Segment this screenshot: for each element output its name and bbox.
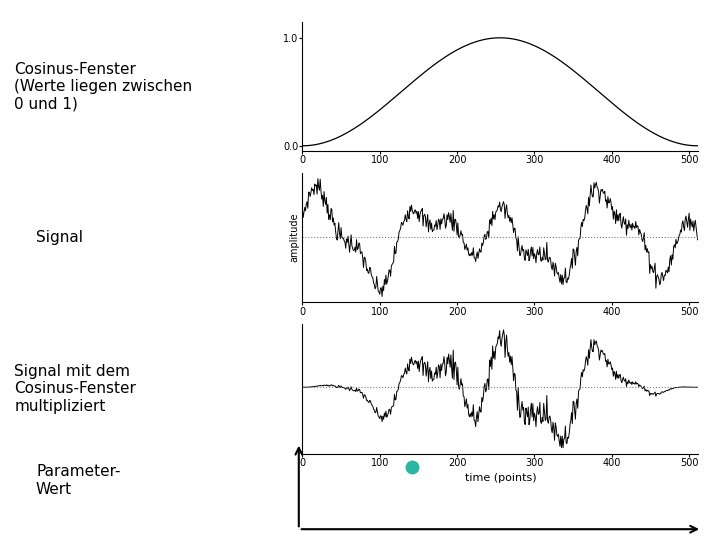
Text: Signal: Signal (36, 230, 83, 245)
Y-axis label: amplitude: amplitude (289, 213, 300, 262)
Text: Parameter-
Wert: Parameter- Wert (36, 464, 120, 497)
Text: Cosinus-Fenster
(Werte liegen zwischen
0 und 1): Cosinus-Fenster (Werte liegen zwischen 0… (14, 62, 192, 111)
X-axis label: time (points): time (points) (464, 474, 536, 483)
Text: Signal mit dem
Cosinus-Fenster
multipliziert: Signal mit dem Cosinus-Fenster multipliz… (14, 364, 136, 414)
